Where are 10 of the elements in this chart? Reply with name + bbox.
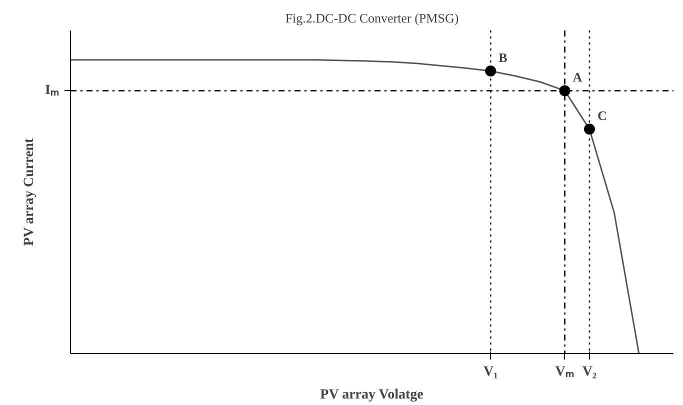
x-tick-label: V₂ (582, 364, 597, 380)
x-tick-label: V₁ (483, 364, 498, 380)
x-tick-label: Vₘ (555, 364, 574, 380)
chart-title: Fig.2.DC-DC Converter (PMSG) (285, 10, 459, 26)
y-axis-title: PV array Current (22, 138, 38, 246)
annotation: A (572, 70, 583, 85)
ref-line-label: Iₘ (45, 83, 60, 98)
x-axis-title: PV array Volatge (320, 388, 424, 402)
annotation: B (498, 50, 508, 66)
annotation: C (597, 108, 607, 124)
